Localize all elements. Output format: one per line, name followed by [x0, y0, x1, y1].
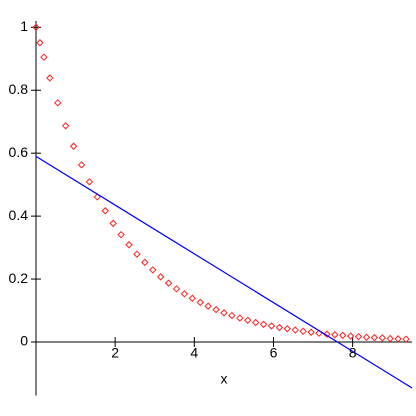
point [307, 328, 315, 336]
point [402, 335, 410, 343]
point [188, 294, 197, 302]
point [40, 53, 48, 61]
point [267, 322, 276, 330]
point [196, 298, 204, 307]
y-tick-label: 0 [20, 333, 28, 349]
point [370, 333, 379, 342]
point [77, 161, 86, 169]
point [54, 99, 62, 107]
point [133, 250, 141, 258]
point [117, 230, 125, 239]
y-tick-label: 0.2 [9, 270, 29, 286]
y-tick-label: 0.4 [9, 207, 29, 223]
point [259, 320, 268, 329]
line [35, 155, 413, 389]
point [61, 122, 70, 130]
point [180, 290, 189, 298]
y-tick-label: 0.6 [9, 144, 29, 160]
point [354, 332, 363, 341]
point [251, 318, 260, 327]
point [32, 23, 40, 32]
point [172, 285, 181, 293]
point [212, 305, 220, 314]
point [331, 331, 339, 339]
point [362, 333, 371, 341]
point [346, 332, 355, 340]
point [85, 178, 94, 186]
y-tick-label: 0.8 [9, 81, 29, 97]
point [244, 316, 252, 324]
point [69, 142, 78, 150]
point [291, 326, 299, 334]
point [394, 335, 402, 343]
point [109, 219, 117, 228]
point [46, 74, 54, 82]
x-tick-label: 2 [111, 345, 119, 361]
point [299, 327, 307, 336]
x-tick-label: 8 [349, 345, 357, 361]
point [156, 273, 165, 281]
point [204, 302, 212, 310]
point [125, 241, 133, 249]
point [283, 325, 292, 333]
point [101, 207, 109, 215]
point [149, 266, 157, 274]
point [141, 258, 149, 267]
x-tick-label: 6 [270, 345, 278, 361]
x-axis-label: x [221, 371, 228, 387]
point [164, 279, 173, 287]
point [323, 330, 331, 338]
point [378, 334, 387, 342]
y-tick-label: 1 [20, 18, 28, 34]
x-tick-label: 4 [190, 345, 198, 361]
point [228, 311, 236, 320]
point [275, 323, 284, 332]
point [236, 314, 244, 322]
point [339, 331, 347, 340]
point [386, 334, 394, 343]
point [220, 309, 228, 317]
point [36, 39, 44, 47]
